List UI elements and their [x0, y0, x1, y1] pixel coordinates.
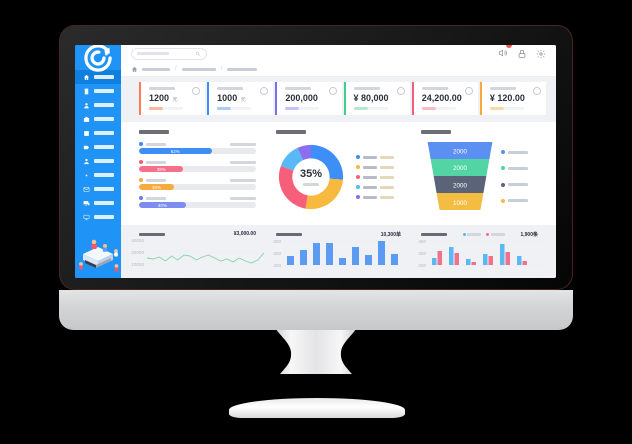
- svg-text:20000: 20000: [131, 250, 144, 255]
- svg-text:2000: 2000: [453, 165, 467, 172]
- svg-text:2000: 2000: [453, 183, 467, 190]
- svg-text:1000: 1000: [453, 200, 467, 207]
- svg-text:400: 400: [418, 239, 426, 244]
- svg-text:200: 200: [418, 263, 426, 268]
- svg-text:40000: 40000: [131, 238, 144, 243]
- svg-text:800: 800: [273, 239, 281, 244]
- svg-text:300: 300: [418, 251, 426, 256]
- svg-text:600: 600: [273, 251, 281, 256]
- svg-text:400: 400: [273, 263, 281, 268]
- svg-text:10000: 10000: [131, 262, 144, 267]
- svg-text:2000: 2000: [453, 149, 467, 156]
